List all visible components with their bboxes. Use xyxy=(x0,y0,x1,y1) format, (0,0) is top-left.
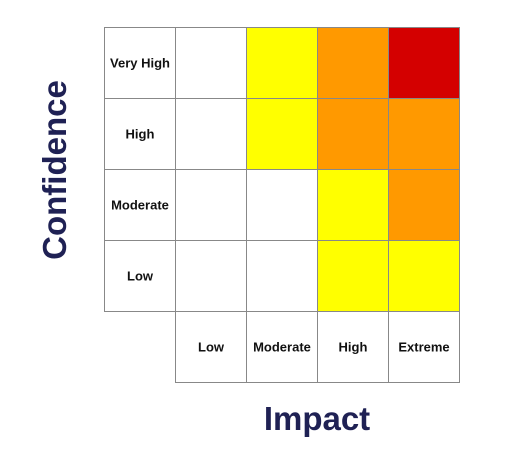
matrix-cells xyxy=(175,27,460,312)
y-axis-title: Confidence xyxy=(36,80,73,260)
column-label-cell xyxy=(388,311,460,383)
matrix-cell-orange xyxy=(317,98,389,170)
matrix-cell-yellow xyxy=(246,98,318,170)
row-label-cell xyxy=(104,98,176,170)
matrix-cell-none xyxy=(175,240,247,312)
matrix-cell-yellow xyxy=(317,240,389,312)
matrix-cell-yellow xyxy=(388,240,460,312)
column-label: Low xyxy=(198,340,225,355)
column-labels: Low Moderate High Extreme xyxy=(175,311,460,383)
row-label: Moderate xyxy=(111,198,169,213)
column-label-cell xyxy=(246,311,318,383)
row-label-cell xyxy=(104,240,176,312)
matrix-cell-red xyxy=(388,27,460,99)
row-label: Low xyxy=(127,269,154,284)
matrix-cell-none xyxy=(175,27,247,99)
column-label: Moderate xyxy=(253,340,311,355)
matrix-cell-none xyxy=(175,169,247,241)
matrix-cell-none xyxy=(175,98,247,170)
column-label-cell xyxy=(317,311,389,383)
row-label: Very High xyxy=(110,56,170,71)
row-label-cell xyxy=(104,27,176,99)
row-label-cell xyxy=(104,169,176,241)
row-labels: Very High High Moderate Low xyxy=(104,27,176,312)
matrix-cell-yellow xyxy=(246,27,318,99)
x-axis-title: Impact xyxy=(264,400,370,437)
column-label-cell xyxy=(175,311,247,383)
matrix-cell-none xyxy=(246,169,318,241)
matrix-cell-orange xyxy=(317,27,389,99)
row-label: High xyxy=(126,127,155,142)
column-label: Extreme xyxy=(398,340,449,355)
matrix-cell-none xyxy=(246,240,318,312)
column-label: High xyxy=(339,340,368,355)
matrix-cell-yellow xyxy=(317,169,389,241)
matrix-cell-orange xyxy=(388,98,460,170)
matrix-cell-orange xyxy=(388,169,460,241)
